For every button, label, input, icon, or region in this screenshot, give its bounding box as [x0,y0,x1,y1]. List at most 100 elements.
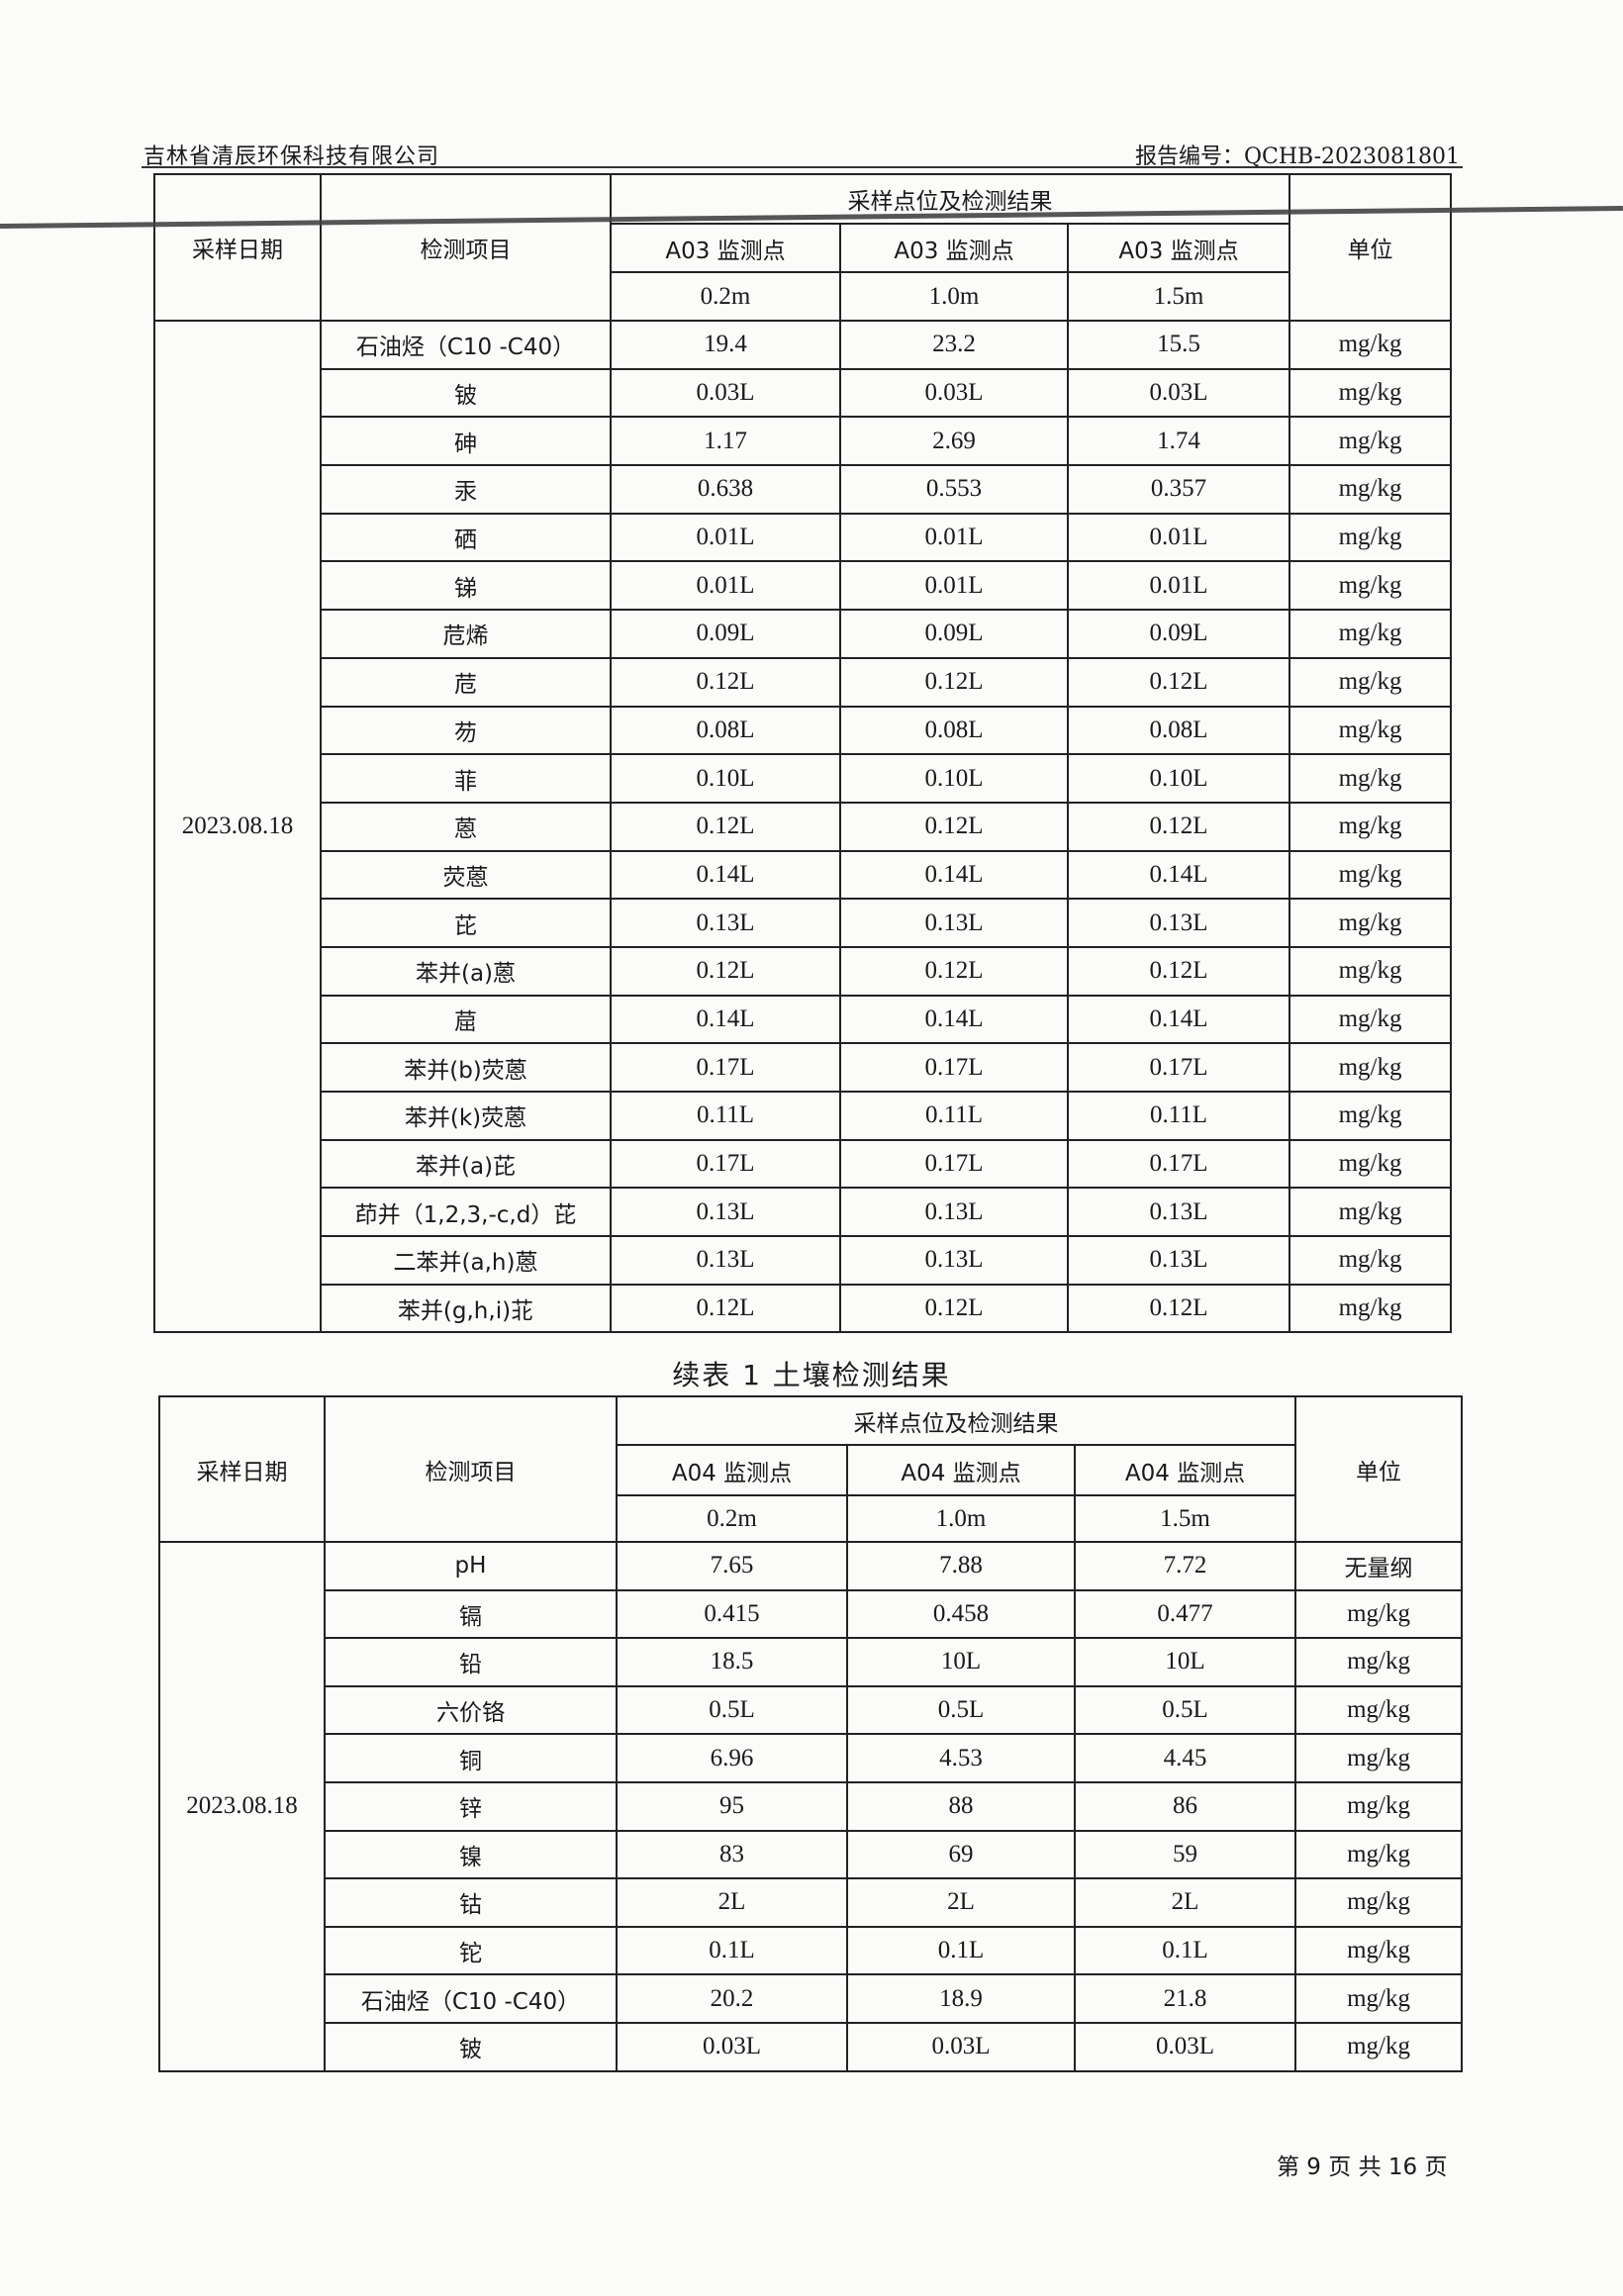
result-value-cell: 0.13L [1066,1235,1291,1286]
header-sampling-date: 采样日期 [153,173,322,322]
unit-cell: mg/kg [1289,1091,1453,1141]
result-value-cell: 0.17L [610,1042,841,1093]
table-row: 铜 6.96 4.53 4.45 mg/kg [159,1733,1464,1783]
header-monitoring-point: A04 监测点 [846,1444,1076,1496]
result-value-cell: 6.96 [616,1733,848,1783]
result-value-cell: 21.8 [1073,1973,1297,2024]
unit-cell: mg/kg [1289,609,1453,659]
result-value-cell: 10L [1073,1637,1297,1687]
result-value-cell: 2L [616,1877,848,1928]
test-item-cell: 蒽 [320,801,612,852]
result-value-cell: 18.5 [616,1637,848,1687]
test-item-cell: 硒 [320,512,612,563]
header-depth: 1.5m [1073,1494,1297,1543]
result-value-cell: 0.13L [1066,898,1291,948]
table-row: 苯并(k)荧蒽 0.11L 0.11L 0.11L mg/kg [154,1091,1453,1141]
result-value-cell: 0.14L [610,849,841,901]
table-row: 2023.08.18 pH 7.65 7.88 7.72 无量纲 [158,1541,1464,2072]
table-row: 铅 18.5 10L 10L mg/kg [159,1637,1464,1687]
unit-cell: mg/kg [1289,512,1453,563]
unit-cell: mg/kg [1294,1973,1464,2024]
test-item-cell: 菲 [320,753,612,804]
header-monitoring-point: A03 监测点 [1066,223,1291,273]
unit-cell: mg/kg [1289,1235,1453,1286]
result-value-cell: 0.14L [610,994,841,1045]
result-value-cell: 83 [616,1829,848,1880]
unit-cell: mg/kg [1289,898,1453,948]
result-value-cell: 0.13L [1066,1187,1291,1238]
unit-cell: mg/kg [1294,1733,1464,1783]
unit-cell: mg/kg [1289,320,1453,370]
result-value-cell: 1.17 [610,416,841,467]
result-value-cell: 0.5L [616,1684,848,1736]
table-caption: 续表 1 土壤检测结果 [672,1359,951,1391]
test-item-cell: 䓛 [320,994,612,1045]
result-value-cell: 0.01L [1066,560,1291,612]
result-value-cell: 0.08L [1066,705,1291,756]
test-item-cell: 茚并（1,2,3,-c,d）芘 [320,1187,612,1238]
result-value-cell: 0.12L [1066,801,1291,852]
header-unit: 单位 [1294,1395,1464,1543]
result-value-cell: 0.01L [610,560,841,612]
unit-cell: mg/kg [1289,560,1453,612]
unit-cell: mg/kg [1289,945,1453,997]
result-value-cell: 23.2 [839,320,1069,370]
table-row: 䓛 0.14L 0.14L 0.14L mg/kg [154,994,1453,1045]
company-name: 吉林省清辰环保科技有限公司 [143,144,440,169]
result-value-cell: 0.01L [1066,512,1291,563]
test-item-cell: 铊 [324,1925,618,1976]
result-value-cell: 0.12L [610,801,841,852]
result-value-cell: 0.12L [610,945,841,997]
unit-cell: mg/kg [1294,1588,1464,1640]
test-item-cell: 苯并(k)荧蒽 [320,1091,612,1141]
test-item-cell: 六价铬 [324,1684,618,1736]
table-row: 菲 0.10L 0.10L 0.10L mg/kg [154,753,1453,804]
test-item-cell: 锑 [320,560,612,612]
table-row: 茚并（1,2,3,-c,d）芘 0.13L 0.13L 0.13L mg/kg [154,1187,1453,1238]
result-value-cell: 0.10L [610,753,841,804]
result-value-cell: 0.1L [846,1925,1076,1976]
unit-cell: mg/kg [1294,1780,1464,1832]
table-row: 铍 0.03L 0.03L 0.03L mg/kg [154,367,1453,419]
result-value-cell: 0.13L [839,1187,1069,1238]
header-depth: 0.2m [616,1494,848,1543]
result-value-cell: 0.09L [1066,609,1291,659]
result-value-cell: 0.03L [616,2021,848,2072]
unit-cell: mg/kg [1289,753,1453,804]
table-row: 铍 0.03L 0.03L 0.03L mg/kg [159,2021,1464,2072]
table-row: 蒽 0.12L 0.12L 0.12L mg/kg [154,801,1453,852]
result-value-cell: 0.17L [839,1042,1069,1093]
result-value-cell: 0.17L [839,1138,1069,1190]
unit-cell: mg/kg [1289,656,1453,708]
sampling-date-cell: 2023.08.18 [158,1541,326,2072]
result-value-cell: 0.13L [610,1187,841,1238]
result-value-cell: 0.01L [839,512,1069,563]
test-item-cell: 芴 [320,705,612,756]
result-value-cell: 0.13L [610,898,841,948]
header-test-item: 检测项目 [320,173,612,322]
table-row: 苊 0.12L 0.12L 0.12L mg/kg [154,656,1453,708]
result-value-cell: 2L [1073,1877,1297,1928]
result-value-cell: 0.03L [1073,2021,1297,2072]
result-value-cell: 2.69 [839,416,1069,467]
test-item-cell: 铍 [320,367,612,419]
test-item-cell: 砷 [320,416,612,467]
header-monitoring-point: A04 监测点 [616,1444,848,1496]
result-value-cell: 0.13L [610,1235,841,1286]
test-item-cell: 铜 [324,1733,618,1783]
result-value-cell: 0.03L [1066,367,1291,419]
result-value-cell: 0.08L [839,705,1069,756]
result-value-cell: 0.14L [839,994,1069,1045]
table-row: 铊 0.1L 0.1L 0.1L mg/kg [159,1925,1464,1976]
result-value-cell: 0.11L [1066,1091,1291,1141]
unit-cell: mg/kg [1294,1637,1464,1687]
result-value-cell: 86 [1073,1780,1297,1832]
result-value-cell: 0.1L [616,1925,848,1976]
test-item-cell: 苯并(g,h,i)苝 [320,1283,612,1334]
table-row: 2023.08.18 石油烃（C10 -C40） 19.4 23.2 15.5 mg/kg [153,319,1453,1334]
result-value-cell: 0.12L [1066,945,1291,997]
result-value-cell: 0.14L [1066,994,1291,1045]
result-value-cell: 0.5L [1073,1684,1297,1736]
header-depth: 1.5m [1066,271,1291,322]
unit-cell: 无量纲 [1294,1541,1464,1591]
